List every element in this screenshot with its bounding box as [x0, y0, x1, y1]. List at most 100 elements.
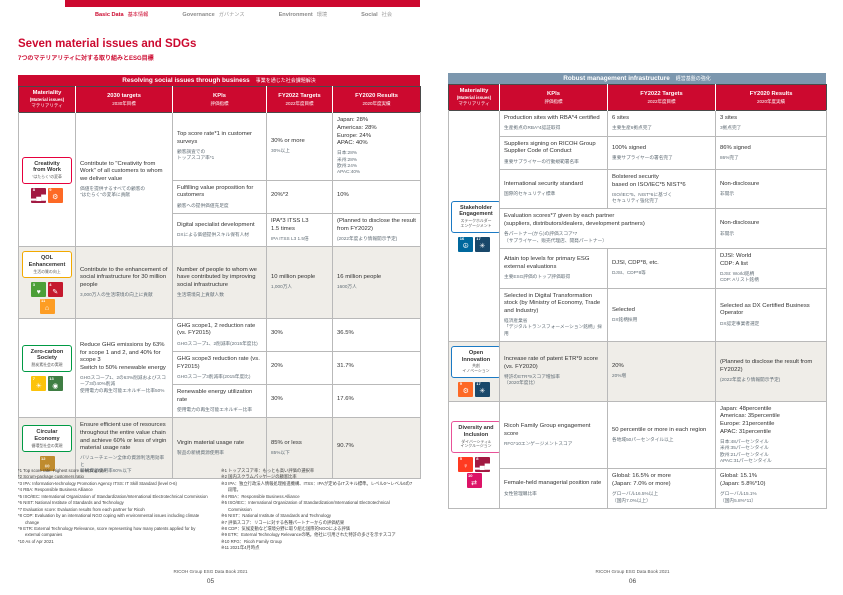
kpi-ja: 女性管理職比率: [504, 490, 537, 496]
kpi-en: GHG scope1, 2 reduction rate (vs. FY2015…: [177, 322, 256, 337]
fy2020-result-ja: 3拠点完了: [720, 125, 742, 131]
table-row: GHG scope3 reduction rate (vs. FY2015) GH…: [19, 350, 421, 386]
sdg-number: 13: [49, 375, 54, 381]
fy2020-result-ja: 1600万人: [337, 284, 357, 290]
sdg-glyph: ⚙: [52, 194, 59, 202]
materiality-label-ja: 脱炭素社会の実現: [31, 362, 63, 368]
fy2020-result-ja: 日本:48パーセンタイル 米州:35パーセンタイル 欧州:21パーセンタイル A…: [720, 438, 772, 464]
footnote-ja: ※2 国内スクラムパッケージの顧客比率: [221, 474, 297, 480]
fy2020-result-en: Non-disclosure: [720, 220, 760, 227]
col-label-ja: マテリアリティ: [458, 101, 490, 107]
sdg-glyph: ◉: [52, 382, 59, 390]
footnote: *8 CDP: Evaluation by an international N…: [18, 513, 200, 525]
materiality-label: Circular Economy: [34, 429, 60, 442]
target-2030-ja: バリューチェーン全体の資源利活用効率と 新規資源使用率60%以下: [80, 455, 165, 474]
col-label-ja: 評価指標: [210, 100, 229, 106]
col-label-sub: (Material issues): [29, 96, 65, 102]
sdg-glyph: ✳: [479, 388, 486, 396]
fy2022-target-en: 100% signed: [612, 144, 647, 151]
sdg-number: 12: [41, 455, 46, 461]
band-title-ja: 経営基盤の強化: [675, 76, 711, 82]
kpi-cell: Suppliers signing on RICOH Group Supplie…: [499, 135, 608, 170]
col-label-ja: 2022年度目標: [285, 100, 314, 106]
kpi-cell: Fulfilling value proposition for custome…: [172, 179, 267, 214]
fy2020-result-cell: Selected as DX Certified Business Operat…: [715, 287, 827, 343]
table-band-management: Robust management infrastructure 経営基盤の強化: [448, 73, 826, 84]
footnotes: *1 Top score rate: Highest score selecti…: [18, 468, 414, 552]
target-2030-ja: GHGスコープ1、2の63%削減およびスコープ3の40%削減 使用電力の再生可能…: [80, 375, 166, 393]
table-row: Open Innovation 共創 イノベーション 9 ⚙ 17 ✳ Increase r…: [448, 341, 827, 402]
materiality-badge: Stakeholder Engagement ステークホルダー エンゲージメント: [451, 200, 501, 233]
fy2022-target-ja: 85%以下: [271, 450, 290, 456]
sdg-number: 10: [468, 472, 473, 478]
fy2022-target-ja: ISO/IEC*5、NIST*6に基づく セキュリティ強化完了: [612, 191, 673, 204]
fy2020-result-cell: (Planned to disclose the result from FY2…: [332, 212, 421, 248]
footnote: *2 Scrum-package customers ratio: [18, 474, 84, 480]
materiality-badge: Zero-carbon Society 脱炭素社会の実現: [22, 344, 72, 372]
fy2022-target-ja: DX銘柄採用: [612, 316, 638, 322]
nav-item-basic-data[interactable]: Basic Data 基本情報: [95, 11, 148, 19]
materiality-label: Creativity from Work: [33, 160, 61, 174]
fy2020-result-en: 36.5%: [337, 329, 354, 336]
sdg-icons: 9 ⚙ 17 ✳: [457, 381, 491, 397]
fy2020-result-ja: (2022年度より情報開示予定): [720, 377, 781, 383]
sdg-16-icon: 16 ☮: [458, 236, 474, 252]
header-row: Materiality (Material issues) マテリアリティ 20…: [18, 86, 421, 113]
fy2022-target-ja: 各地域50パーセンタイル以上: [612, 436, 674, 442]
sdg-number: 17: [476, 381, 481, 387]
sdg-12-icon: 12 ∞: [39, 455, 55, 472]
band-title-ja: 事業を通じた社会課題解決: [255, 78, 316, 84]
fy2022-target-en: 6 sites: [612, 115, 630, 122]
kpi-en: Production sites with RBA*4 certified: [504, 115, 600, 122]
fy2022-target-cell: IPA*3 ITSS L3 1.5 times IPA ITSS L3 1.5倍: [266, 212, 333, 248]
table-row: Circular Economy 循環型社会の実現 12 ∞ Ensure effici…: [18, 417, 421, 480]
nav-label: Governance: [182, 12, 215, 18]
sdg-number: 5: [459, 456, 462, 462]
nav-item-governance[interactable]: Governance ガバナンス: [182, 11, 244, 19]
kpi-ja: DXによる価値提供スキル保有人材: [177, 231, 249, 237]
kpi-ja: 重要サプライヤーの行動規範署名率: [504, 158, 579, 164]
fy2020-result-en: (Planned to disclose the result from FY2…: [720, 359, 813, 374]
sdg-glyph: ⇄: [471, 479, 477, 487]
kpi-cell: GHG scope1, 2 reduction rate (vs. FY2015…: [172, 317, 267, 352]
fy2020-result-en: Non-disclosure: [720, 180, 760, 187]
col-label-ja: 2030年目標: [112, 100, 136, 106]
nav-item-social[interactable]: Social 社会: [361, 11, 392, 19]
footnote-ja: ※7 評価スコア：リコーに対する各種パートナーからの評価結果: [221, 519, 345, 525]
fy2022-target-en: Bolstered security based on ISO/IEC*5 NI…: [612, 173, 686, 188]
col-header-kpis: KPIs 評価指標: [499, 84, 608, 111]
page-left: Basic Data 基本情報 Governance ガバナンス Environment…: [0, 0, 421, 595]
fy2022-target-cell: 20%*2: [266, 179, 333, 214]
fy2020-result-en: 90.7%: [337, 443, 354, 450]
sdg-7-icon: 7 ☀: [31, 376, 47, 391]
col-header-kpis: KPIs 評価指標: [172, 86, 267, 113]
fy2022-target-cell: Selected DX銘柄採用: [607, 287, 716, 343]
kpi-cell: Attain top levels for primary ESG extern…: [499, 248, 608, 289]
table-band-business: Resolving social issues through business…: [18, 75, 420, 86]
fy2020-result-cell: 86% signed 86%完了: [715, 135, 827, 170]
nav-item-environment[interactable]: Environment 環境: [279, 11, 328, 19]
kpi-ja: 使用電力の再生可能エネルギー比率: [177, 406, 253, 412]
sdg-glyph: ∞: [44, 462, 50, 470]
fy2022-target-ja: グローバル16.5%以上 （国内7.0%以上）: [612, 491, 659, 503]
header-row: Materiality (Material issues) マテリアリティ KP…: [448, 84, 827, 111]
sdg-glyph: ✎: [52, 288, 59, 296]
table-row: Stakeholder Engagement ステークホルダー エンゲージメント 1…: [448, 110, 827, 343]
fy2022-target-en: 30%: [271, 329, 283, 336]
kpi-cell: Increase rate of patent ETR*9 score (vs.…: [499, 341, 608, 402]
footnote-ja: ※8 CDP：気候変動など環境分野に取り組む国際的NGOによる評価: [221, 525, 351, 531]
nav-label-ja: ガバナンス: [218, 12, 245, 18]
footnote: *4 RBA: Responsible Business Alliance: [18, 487, 93, 493]
kpi-ja: 生産拠点のRBA*4認証取得: [504, 125, 561, 131]
col-label-ja: 2020年度実績: [362, 100, 391, 106]
col-label-ja: マテリアリティ: [31, 103, 63, 109]
fy2020-result-en: 17.6%: [337, 396, 354, 403]
sdg-icons: 8 ▂▄▆ 9 ⚙: [30, 187, 64, 203]
sdg-17-icon: 17 ✳: [474, 236, 490, 252]
fy2022-target-cell: 100% signed 重要サプライヤーの署名完了: [607, 135, 716, 170]
sdg-number: 9: [459, 381, 462, 387]
kpi-cell: Female-held managerial position rate 女性管理…: [499, 468, 608, 509]
col-header-fy2022-targets: FY2022 Targets 2022年度目標: [607, 84, 716, 111]
fy2022-target-en: IPA*3 ITSS L3 1.5 times: [271, 217, 309, 232]
title-block: Seven material issues and SDGs 7つのマテリアリテ…: [18, 38, 196, 62]
